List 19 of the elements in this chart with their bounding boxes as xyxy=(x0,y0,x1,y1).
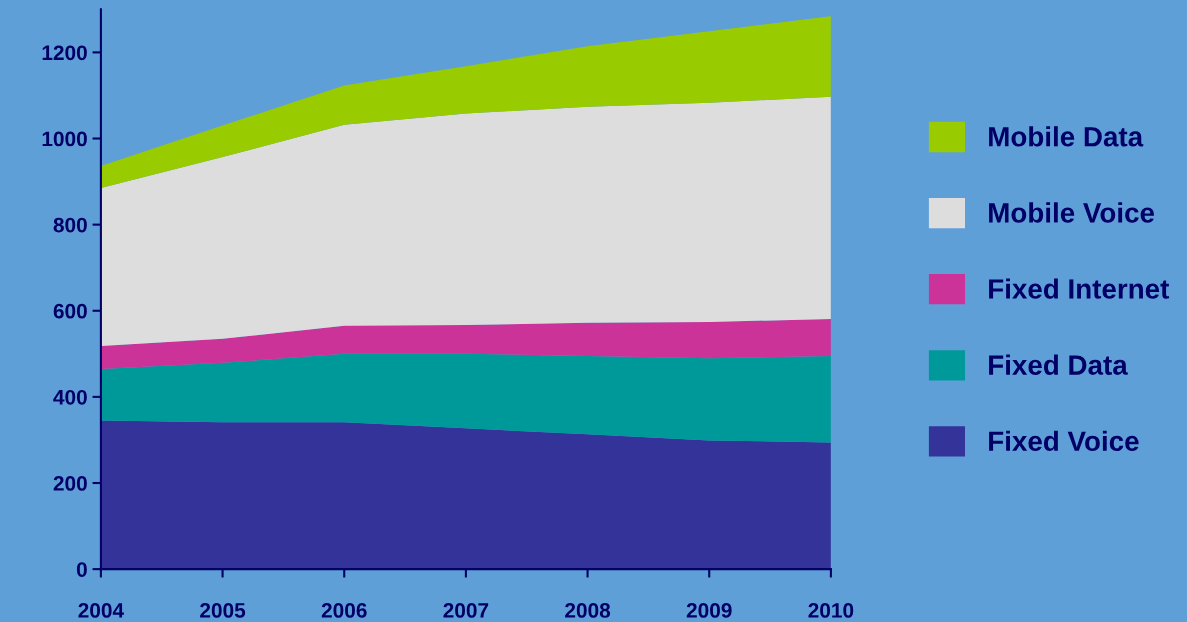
y-tick-label: 0 xyxy=(76,562,87,577)
x-tick-label: 2009 xyxy=(686,603,732,618)
x-tick-label: 2007 xyxy=(443,603,489,618)
y-tick-label: 400 xyxy=(53,389,87,405)
y-tick-label: 200 xyxy=(53,476,87,491)
y-tick-label: 1000 xyxy=(42,131,87,147)
legend-label: Fixed Internet xyxy=(989,278,1170,299)
legend-label: Fixed Voice xyxy=(989,430,1139,452)
x-tick-label: 2005 xyxy=(200,603,246,618)
legend-label: Mobile Data xyxy=(989,126,1144,147)
x-tick-label: 2004 xyxy=(78,603,124,618)
legend-label: Fixed Data xyxy=(989,354,1128,375)
x-tick-label: 2010 xyxy=(808,603,854,618)
y-tick-label: 1200 xyxy=(42,45,87,61)
y-tick-label: 600 xyxy=(53,303,87,319)
x-tick-label: 2006 xyxy=(321,603,367,618)
x-tick-label: 2008 xyxy=(565,603,611,618)
legend-label: Mobile Voice xyxy=(989,202,1155,223)
y-tick-label: 800 xyxy=(53,217,87,233)
